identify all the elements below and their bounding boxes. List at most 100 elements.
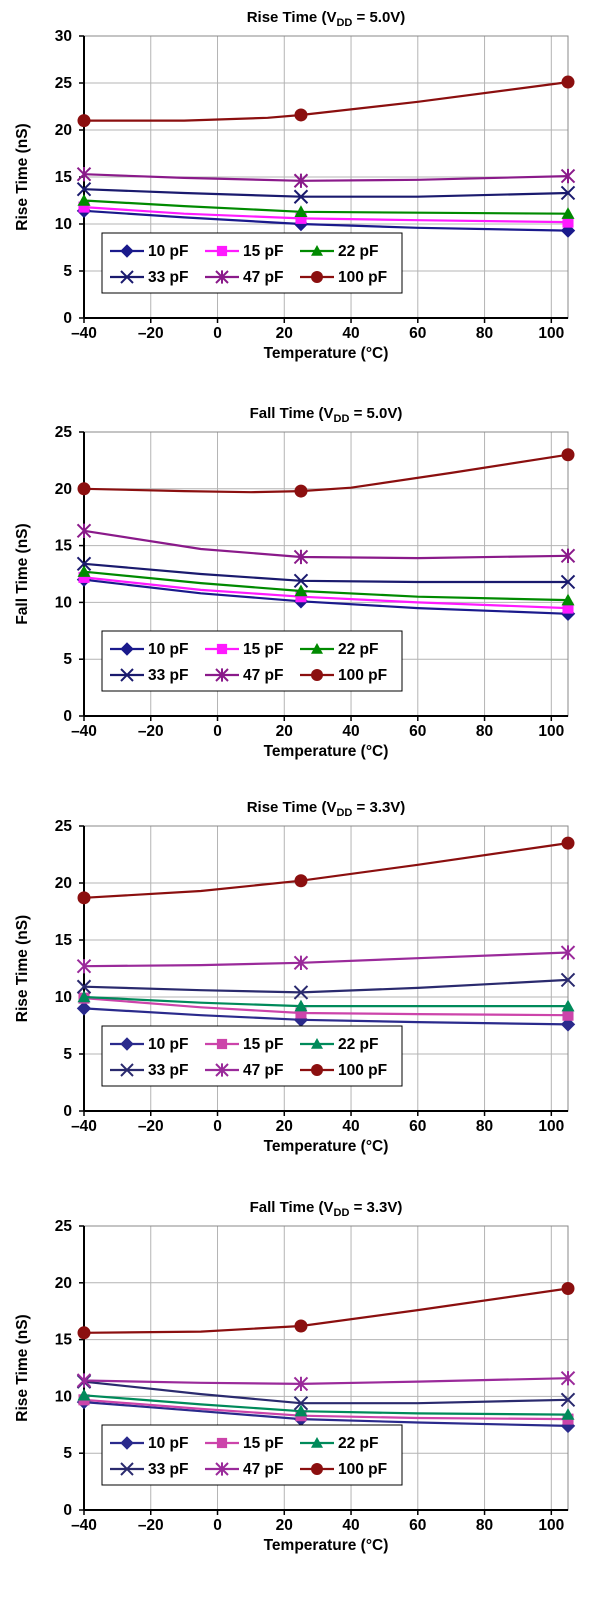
data-point <box>77 891 91 905</box>
legend-marker <box>120 668 134 682</box>
y-tick-label: 10 <box>55 594 72 611</box>
legend-marker <box>311 1038 323 1049</box>
x-tick-label: 100 <box>538 1118 564 1135</box>
x-tick-label: 80 <box>476 1118 493 1135</box>
legend-label: 10 pF <box>148 1036 188 1053</box>
y-tick-label: 0 <box>63 1502 72 1519</box>
legend-marker <box>216 1038 228 1050</box>
data-point <box>293 173 309 188</box>
x-tick-label: 40 <box>342 1118 359 1135</box>
legend-marker <box>120 642 134 656</box>
legend-marker <box>311 1463 323 1475</box>
x-tick-label: 20 <box>276 1517 293 1534</box>
x-tick-label: –40 <box>71 1118 97 1135</box>
legend-marker <box>120 1462 134 1476</box>
data-point <box>560 168 576 184</box>
x-tick-label: 100 <box>538 723 564 740</box>
legend-label: 100 pF <box>338 1461 387 1478</box>
legend-marker <box>311 271 323 283</box>
legend-marker <box>120 270 134 284</box>
legend-box <box>101 232 403 294</box>
y-tick-label: 10 <box>55 216 72 233</box>
legend-label: 33 pF <box>148 667 188 684</box>
data-point <box>293 573 309 589</box>
data-point <box>294 874 308 888</box>
x-tick-label: –20 <box>138 1118 164 1135</box>
legend-label: 47 pF <box>243 269 283 286</box>
series-line-100-pF <box>83 842 569 899</box>
legend-label: 15 pF <box>243 1435 283 1452</box>
y-axis-label: Rise Time (nS) <box>14 123 31 230</box>
data-point <box>295 212 307 224</box>
y-tick-label: 20 <box>55 481 72 498</box>
data-point <box>561 1281 575 1295</box>
data-point <box>77 1326 91 1340</box>
legend-marker <box>311 1064 323 1076</box>
data-point <box>561 448 575 462</box>
legend-label: 100 pF <box>338 269 387 286</box>
series-line-47-pF <box>83 951 569 968</box>
y-tick-label: 20 <box>55 122 72 139</box>
data-point <box>561 75 575 89</box>
legend-label: 22 pF <box>338 1435 378 1452</box>
legend-label: 33 pF <box>148 1461 188 1478</box>
chart-panel-1: Rise Time (VDD = 5.0V)–40 –20 0 20 40 60 80 100… <box>14 9 576 362</box>
chart-panel-4: Fall Time (VDD = 3.3V)–40 –20 0 20 40 60 80 100… <box>14 1199 576 1554</box>
y-tick-label: 0 <box>63 1103 72 1120</box>
data-point <box>562 216 574 228</box>
chart-title: Fall Time (VDD = 5.0V) <box>250 405 403 425</box>
y-axis-label: Rise Time (nS) <box>14 915 31 1022</box>
y-tick-label: 25 <box>55 1218 73 1235</box>
y-tick-label: 10 <box>55 989 72 1006</box>
legend-marker <box>120 244 134 258</box>
x-tick-label: –40 <box>71 1517 97 1534</box>
data-point <box>293 189 309 204</box>
legend-label: 47 pF <box>243 667 283 684</box>
legend-marker <box>215 270 229 284</box>
x-tick-label: 20 <box>276 325 293 342</box>
y-axis-label: Fall Time (nS) <box>14 523 31 624</box>
y-tick-label: 15 <box>55 1332 73 1349</box>
legend-marker <box>216 1437 228 1449</box>
legend-label: 10 pF <box>148 1435 188 1452</box>
x-tick-label: 60 <box>409 1118 426 1135</box>
data-point <box>77 194 91 206</box>
data-point <box>294 999 308 1012</box>
data-point <box>560 185 576 201</box>
series-line-47-pF <box>83 529 569 560</box>
data-point <box>561 1408 575 1420</box>
x-tick-label: 0 <box>213 325 222 342</box>
x-tick-label: 40 <box>342 1517 359 1534</box>
data-point <box>560 1017 576 1032</box>
data-point <box>295 1007 307 1019</box>
data-point <box>560 574 576 590</box>
data-point <box>562 602 574 614</box>
x-tick-label: 80 <box>476 723 493 740</box>
data-point <box>76 182 92 197</box>
x-tick-label: 100 <box>538 325 564 342</box>
y-tick-label: 5 <box>63 263 72 280</box>
data-point <box>293 955 309 971</box>
series-line-100-pF <box>83 1287 569 1334</box>
data-point <box>293 1376 309 1392</box>
data-point <box>76 1001 92 1016</box>
legend-label: 15 pF <box>243 243 283 260</box>
x-axis-label: Temperature (°C) <box>264 345 389 362</box>
y-tick-label: 25 <box>55 818 73 835</box>
data-point <box>76 959 92 974</box>
data-point <box>560 1392 576 1408</box>
y-tick-label: 30 <box>55 28 72 45</box>
data-point <box>294 205 308 217</box>
legend-label: 33 pF <box>148 269 188 286</box>
y-axis-label: Rise Time (nS) <box>14 1314 31 1421</box>
y-tick-label: 5 <box>63 1046 72 1063</box>
data-point <box>77 482 91 496</box>
data-point <box>77 1388 91 1401</box>
x-tick-label: –40 <box>71 723 97 740</box>
x-axis-label: Temperature (°C) <box>264 743 389 760</box>
x-tick-label: 40 <box>342 325 359 342</box>
x-tick-label: 80 <box>476 1517 493 1534</box>
y-tick-label: 15 <box>55 169 73 186</box>
legend-marker <box>215 1462 229 1476</box>
